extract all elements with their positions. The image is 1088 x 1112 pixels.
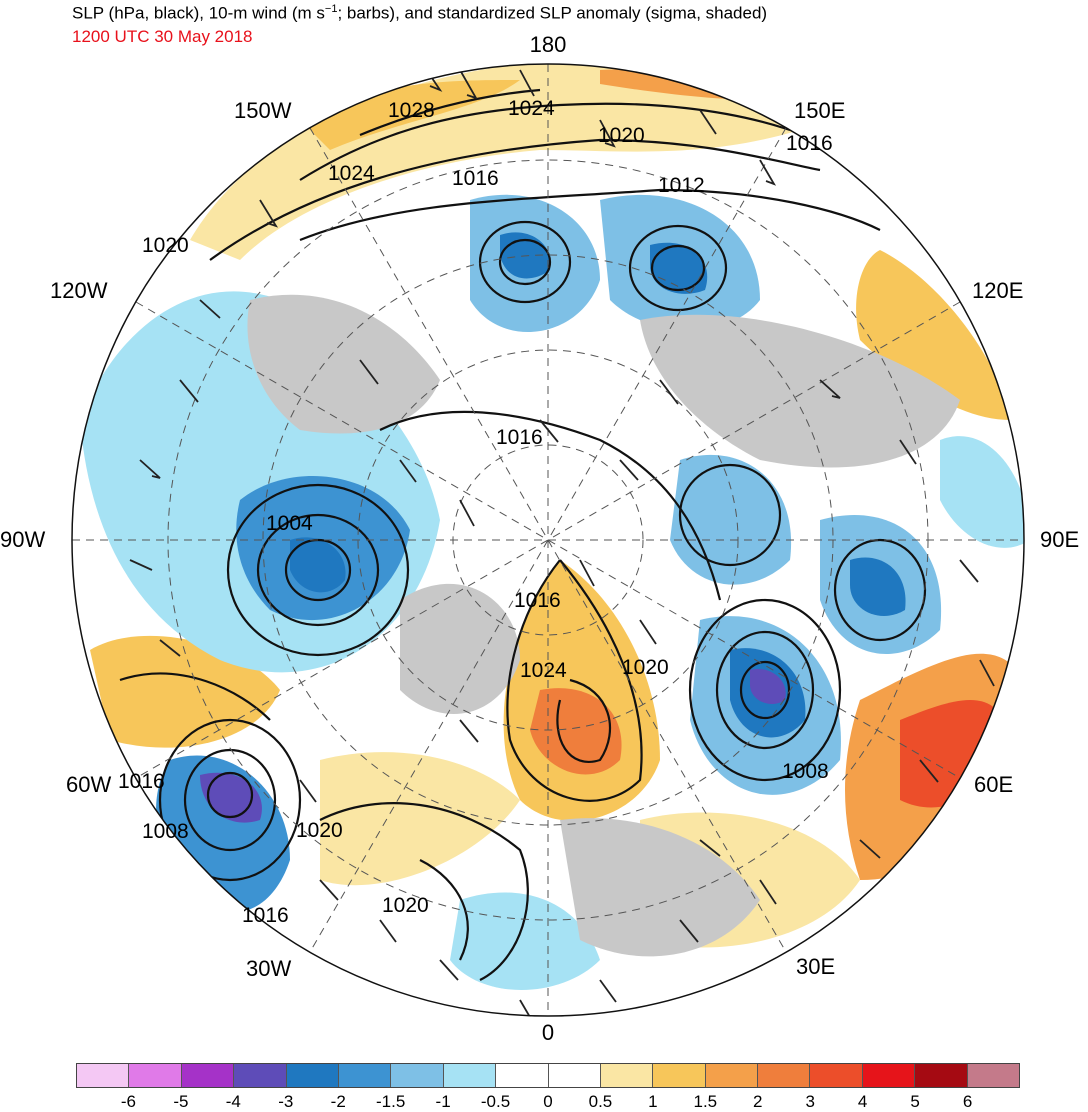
legend-tick-label: 1	[648, 1092, 658, 1111]
anomaly-region-iberia-low	[450, 892, 600, 990]
lon-label-0: 0	[542, 1020, 554, 1045]
legend-swatch	[653, 1064, 706, 1087]
contour-label: 1024	[508, 97, 555, 120]
contour-label: 1024	[328, 162, 375, 185]
anomaly-region-east-asia	[940, 436, 1024, 548]
contour-label: 1016	[242, 904, 289, 927]
wind-barbs	[129, 64, 995, 1016]
lon-label-30e: 30E	[796, 954, 835, 979]
legend-tick-label: 5	[910, 1092, 920, 1111]
legend-tick-label: -6	[120, 1092, 136, 1111]
contour-label: 1028	[388, 99, 435, 122]
contour-label: 1024	[520, 659, 567, 682]
lon-label-120w: 120W	[50, 278, 108, 303]
legend-swatch	[391, 1064, 444, 1087]
contour-label: 1016	[786, 132, 833, 155]
legend-swatch	[810, 1064, 863, 1087]
legend-swatch	[77, 1064, 130, 1087]
legend-tick-label: -5	[173, 1092, 189, 1111]
legend-tick-label: -4	[225, 1092, 241, 1111]
lon-label-150w: 150W	[234, 98, 292, 123]
lon-label-150e: 150E	[794, 98, 845, 123]
contour-label: 1004	[266, 512, 313, 535]
anomaly-region-canada-low-center	[290, 537, 346, 593]
title-main: SLP (hPa, black), 10-m wind (m s	[72, 3, 325, 23]
lon-label-60w: 60W	[66, 772, 111, 797]
valid-time: 1200 UTC 30 May 2018	[72, 27, 253, 46]
contour-label: 1016	[452, 167, 499, 190]
lon-label-90e: 90E	[1040, 527, 1079, 552]
polar-stereographic-map: 180 150E 120E 90E 60E 30E 0 30W 60W 90W …	[0, 32, 1079, 1045]
legend-swatch	[286, 1064, 339, 1087]
legend-tick-label: 3	[805, 1092, 815, 1111]
isobar-contours	[119, 88, 927, 981]
legend-swatch	[967, 1064, 1020, 1087]
title-superscript: −1	[324, 3, 338, 15]
anomaly-region-siberia-low-core	[850, 557, 906, 616]
legend-swatch	[758, 1064, 811, 1087]
lon-label-120e: 120E	[972, 278, 1023, 303]
anomaly-region-ural-low-center	[750, 669, 786, 705]
legend-swatch	[705, 1064, 759, 1087]
contour-label: 1016	[496, 426, 543, 449]
legend-tick-label: -2	[330, 1092, 346, 1111]
contour-label: 1020	[296, 819, 343, 842]
legend-tick-label: -1	[435, 1092, 451, 1111]
legend-swatch	[181, 1064, 235, 1087]
contour-label: 1020	[598, 124, 645, 147]
anomaly-region-atlantic	[320, 752, 520, 886]
lon-label-30w: 30W	[246, 956, 291, 981]
legend-tick-labels: -6 -5 -4 -3 -2 -1.5 -1 -0.5 0 0.5 1 1.5 2 3 4 5 6	[0, 1092, 1088, 1112]
legend-swatch	[443, 1064, 497, 1087]
anomaly-region-pacific-high	[190, 64, 800, 260]
legend-swatch	[862, 1064, 916, 1087]
legend-swatch	[496, 1064, 549, 1087]
legend-tick-label: 0.5	[588, 1092, 613, 1111]
anomaly-region-scandinavia-core	[530, 688, 622, 775]
contour-label: 1008	[782, 760, 829, 783]
land-siberia	[640, 314, 960, 468]
anomaly-region-pacific-high-core	[300, 80, 520, 150]
legend-tick-label: -3	[278, 1092, 294, 1111]
anomaly-region-kara-low	[670, 454, 792, 585]
legend-tick-label: 1.5	[693, 1092, 718, 1111]
lon-label-90w: 90W	[0, 527, 45, 552]
lon-label-60e: 60E	[974, 772, 1013, 797]
land-europe	[560, 818, 760, 957]
land-greenland	[400, 583, 520, 714]
map-border	[71, 63, 1025, 1017]
land-canada	[247, 294, 440, 434]
contour-label: 1020	[382, 894, 429, 917]
legend-swatch	[129, 1064, 182, 1087]
legend-tick-label: 4	[857, 1092, 868, 1111]
color-legend	[76, 1063, 1020, 1088]
title-rest: ; barbs), and standardized SLP anomaly (…	[337, 3, 768, 23]
legend-swatch	[548, 1064, 601, 1087]
legend-tick-label: 2	[753, 1092, 763, 1111]
legend-tick-label: -1.5	[376, 1092, 406, 1111]
map-disc	[72, 64, 1024, 1016]
legend-swatch	[234, 1064, 287, 1087]
anomaly-region-arctic-low-east-core	[650, 242, 708, 294]
contour-labels: 1028 1024 1020 1016 1024 1016 1012 1020 …	[118, 97, 833, 927]
contour-label: 1020	[142, 234, 189, 257]
contour-label: 1016	[514, 589, 561, 612]
legend-tick-label: -0.5	[480, 1092, 511, 1111]
lon-label-180: 180	[530, 32, 567, 57]
legend-swatch	[600, 1064, 654, 1087]
legend-tick-label: 0	[543, 1092, 553, 1111]
map-title: SLP (hPa, black), 10-m wind (m s−1; barb…	[72, 3, 767, 24]
anomaly-region-scandinavia-high	[503, 560, 660, 821]
anomaly-region-siberia-east	[856, 250, 1010, 420]
legend-swatch	[915, 1064, 968, 1087]
contour-label: 1008	[142, 820, 189, 843]
contour-label: 1016	[118, 770, 165, 793]
legend-swatch	[338, 1064, 392, 1087]
contour-label: 1020	[622, 656, 669, 679]
legend-tick-label: 6	[962, 1092, 973, 1111]
contour-label: 1012	[658, 174, 705, 197]
